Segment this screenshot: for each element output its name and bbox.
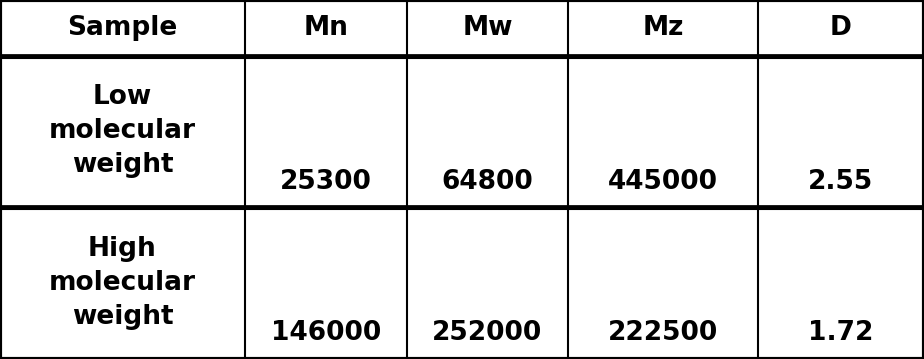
Text: 64800: 64800	[442, 169, 533, 195]
Text: 2.55: 2.55	[808, 169, 873, 195]
Text: Mn: Mn	[303, 15, 348, 41]
Text: Low
molecular
weight: Low molecular weight	[49, 84, 196, 178]
Text: 445000: 445000	[608, 169, 718, 195]
Text: D: D	[830, 15, 852, 41]
Text: 146000: 146000	[271, 321, 381, 346]
Text: High
molecular
weight: High molecular weight	[49, 236, 196, 330]
Text: 222500: 222500	[608, 321, 718, 346]
Text: 1.72: 1.72	[808, 321, 873, 346]
Text: Sample: Sample	[67, 15, 177, 41]
Text: Mz: Mz	[642, 15, 684, 41]
Text: 252000: 252000	[432, 321, 542, 346]
Text: Mw: Mw	[462, 15, 513, 41]
Text: 25300: 25300	[280, 169, 371, 195]
